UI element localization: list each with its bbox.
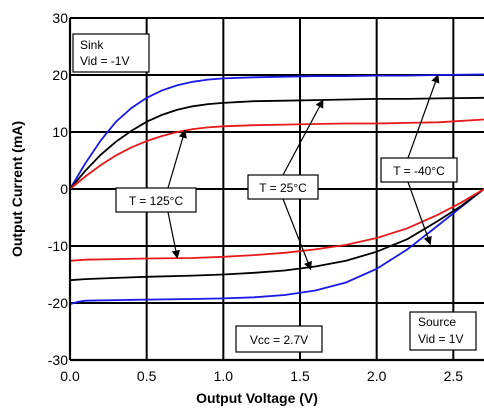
annotations: Sink Vid = -1V Source Vid = 1V Vcc = 2.7… bbox=[73, 34, 476, 352]
y-tick-label: -10 bbox=[48, 238, 68, 254]
x-tick-label: 2.0 bbox=[367, 368, 387, 384]
sink-vid-label: Vid = -1V bbox=[80, 54, 129, 68]
x-tick-label: 0.0 bbox=[60, 368, 80, 384]
y-tick-label: -30 bbox=[48, 352, 68, 368]
source-label: Source bbox=[418, 315, 456, 329]
sink-label: Sink bbox=[80, 38, 104, 52]
annotation-arrow bbox=[168, 130, 185, 188]
temp-125-label: T = 125°C bbox=[129, 194, 184, 208]
y-axis-label: Output Current (mA) bbox=[9, 121, 25, 257]
annotation-arrow bbox=[408, 182, 430, 244]
y-tick-label: 0 bbox=[60, 181, 68, 197]
annotation-arrow bbox=[283, 199, 311, 269]
annotation-arrow bbox=[168, 212, 177, 258]
annotation-arrow bbox=[283, 100, 323, 175]
temp-25-label: T = 25°C bbox=[259, 181, 307, 195]
x-tick-label: 1.0 bbox=[214, 368, 234, 384]
y-tick-label: 20 bbox=[52, 67, 68, 83]
y-tick-label: 10 bbox=[52, 124, 68, 140]
annotation-arrow bbox=[408, 75, 438, 158]
x-tick-label: 0.5 bbox=[137, 368, 157, 384]
y-tick-label: 30 bbox=[52, 10, 68, 26]
temp-neg40-label: T = -40°C bbox=[393, 164, 445, 178]
x-tick-label: 2.5 bbox=[444, 368, 464, 384]
y-tick-label: -20 bbox=[48, 295, 68, 311]
vcc-label: Vcc = 2.7V bbox=[250, 333, 308, 347]
source-vid-label: Vid = 1V bbox=[418, 332, 463, 346]
x-axis-label: Output Voltage (V) bbox=[196, 390, 318, 406]
x-tick-label: 1.5 bbox=[290, 368, 310, 384]
